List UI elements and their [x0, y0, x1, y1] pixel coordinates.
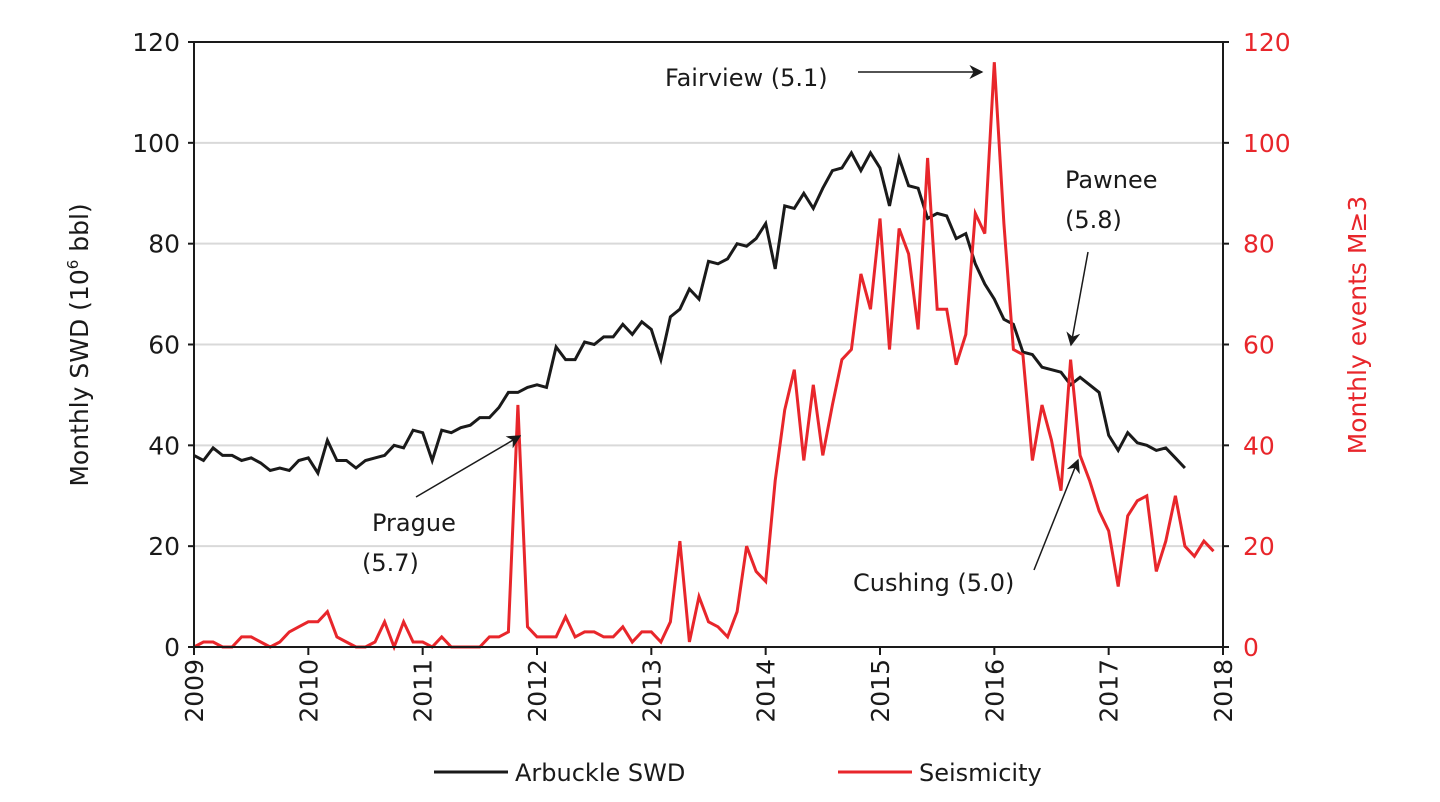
y-right-tick-label: 40	[1243, 431, 1275, 460]
y-right-tick-label: 0	[1243, 633, 1259, 662]
y-left-tick-label: 60	[148, 331, 180, 360]
y-left-tick-label: 120	[132, 28, 180, 57]
axis-ticks: 0 20 40 60 80 100 120 0 20 40 60 80 100 120 2009 2010 20…	[132, 28, 1290, 723]
annotation-prague-label-2: (5.7)	[362, 549, 419, 577]
series-line-seismicity	[193, 62, 1215, 652]
annotation-cushing-label: Cushing (5.0)	[853, 569, 1014, 597]
x-tick-label: 2014	[752, 659, 781, 723]
legend-label-seismicity: Seismicity	[919, 759, 1042, 787]
x-tick-label: 2010	[294, 659, 323, 723]
y-right-tick-label: 80	[1243, 230, 1275, 259]
y-right-tick-label: 120	[1243, 28, 1291, 57]
annotation-pawnee: Pawnee (5.8)	[1065, 166, 1157, 347]
gridlines	[194, 41, 1223, 548]
y-left-axis-label: Monthly SWD (106 bbl)	[64, 203, 94, 486]
y-right-tick-label: 100	[1243, 129, 1291, 158]
x-tick-label: 2016	[980, 659, 1009, 723]
x-tick-label: 2011	[409, 659, 438, 723]
annotation-cushing: Cushing (5.0)	[853, 458, 1080, 597]
x-tick-label: 2013	[637, 659, 666, 723]
annotation-prague-label-1: Prague	[372, 509, 456, 537]
annotation-prague-arrow	[415, 435, 522, 498]
annotation-prague: Prague (5.7)	[362, 435, 522, 577]
y-left-tick-label: 20	[148, 532, 180, 561]
series-lines	[193, 62, 1215, 652]
x-tick-label: 2017	[1095, 659, 1124, 723]
y-right-axis-label: Monthly events M≥3	[1343, 196, 1372, 455]
x-tick-label: 2009	[180, 659, 209, 723]
series-line-arbuckle-swd	[193, 149, 1186, 477]
annotation-fairview: Fairview (5.1)	[665, 64, 984, 92]
annotation-cushing-arrow	[1033, 458, 1080, 571]
y-left-tick-label: 0	[164, 633, 180, 662]
annotation-pawnee-arrow	[1066, 251, 1089, 347]
y-left-tick-label: 100	[132, 129, 180, 158]
x-tick-label: 2018	[1209, 659, 1238, 723]
annotation-pawnee-label-2: (5.8)	[1065, 206, 1122, 234]
y-left-tick-label: 80	[148, 230, 180, 259]
legend: Arbuckle SWD Seismicity	[434, 759, 1042, 787]
x-tick-label: 2012	[523, 659, 552, 723]
legend-label-swd: Arbuckle SWD	[515, 759, 685, 787]
x-tick-label: 2015	[866, 659, 895, 723]
y-right-tick-label: 20	[1243, 532, 1275, 561]
y-right-tick-label: 60	[1243, 331, 1275, 360]
annotation-fairview-label: Fairview (5.1)	[665, 64, 828, 92]
annotation-pawnee-label-1: Pawnee	[1065, 166, 1157, 194]
y-left-tick-label: 40	[148, 431, 180, 460]
